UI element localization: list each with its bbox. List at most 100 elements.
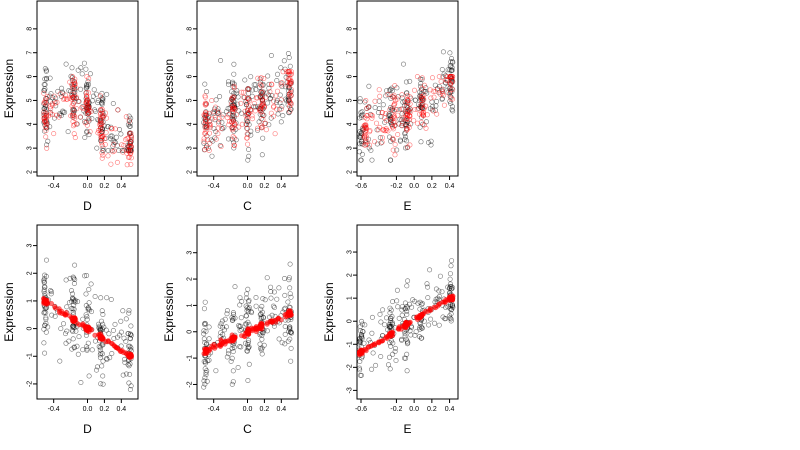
fitted-point (203, 110, 209, 116)
fitted-point (83, 93, 89, 99)
fitted-point (86, 108, 92, 114)
y-tick-label: 8 (27, 27, 34, 31)
observed-point (85, 79, 91, 85)
observed-point (213, 97, 219, 103)
observed-point (230, 115, 236, 121)
y-tick-label: 7 (27, 51, 34, 55)
observed-point (43, 320, 49, 326)
fitted-point (391, 107, 397, 113)
observed-point (378, 319, 384, 325)
observed-point (201, 328, 207, 334)
observed-point (428, 142, 434, 148)
fitted-point (211, 109, 217, 115)
observed-point (70, 336, 76, 342)
observed-point (248, 132, 254, 138)
observed-point (440, 314, 446, 320)
fitted-point (44, 145, 50, 151)
fitted-point (70, 74, 76, 80)
observed-point (125, 331, 131, 337)
observed-point (59, 85, 65, 91)
fitted-point (127, 151, 133, 157)
fitted-point (216, 115, 222, 121)
fitted-point (216, 109, 222, 115)
observed-point (401, 355, 407, 361)
observed-point (75, 351, 81, 357)
observed-point (83, 332, 89, 338)
observed-point (264, 328, 270, 334)
fitted-point (219, 114, 225, 120)
y-tick-label: 2 (27, 271, 34, 275)
observed-point (64, 304, 70, 310)
points-group (41, 257, 134, 392)
observed-point (359, 151, 365, 157)
fitted-point (383, 118, 389, 124)
observed-point (106, 331, 112, 337)
observed-point (66, 338, 72, 344)
y-tick-label: 5 (347, 98, 354, 102)
observed-point (204, 89, 210, 95)
fitted-point (271, 104, 277, 110)
fitted-point (260, 101, 266, 107)
fitted-point (231, 105, 237, 111)
observed-point (287, 285, 293, 291)
observed-point (224, 311, 230, 317)
x-axis-title: C (243, 422, 252, 436)
fitted-point (383, 111, 389, 117)
y-tick-label: 6 (347, 75, 354, 79)
fitted-point (206, 110, 212, 116)
observed-point (404, 283, 410, 289)
observed-point (259, 351, 265, 357)
observed-point (251, 104, 257, 110)
y-axis-title: Expression (162, 59, 176, 118)
observed-point (251, 82, 257, 88)
fitted-point (428, 95, 434, 101)
fitted-point (238, 100, 244, 106)
observed-point (268, 289, 274, 295)
observed-point (84, 272, 90, 278)
fitted-point (405, 100, 411, 106)
observed-point (93, 91, 99, 97)
observed-point (231, 145, 237, 151)
observed-point (201, 306, 207, 312)
observed-point (358, 110, 364, 116)
observed-point (288, 329, 294, 335)
observed-point (246, 306, 252, 312)
observed-point (80, 316, 86, 322)
observed-point (404, 351, 410, 357)
fitted-point (71, 79, 77, 85)
y-tick-label: 0 (27, 327, 34, 331)
observed-point (274, 71, 280, 77)
fitted-point (258, 125, 264, 131)
observed-point (75, 67, 81, 73)
observed-point (248, 128, 254, 134)
observed-point (71, 280, 77, 286)
observed-point (432, 320, 438, 326)
observed-point (253, 294, 259, 300)
y-tick-label: 3 (27, 244, 34, 248)
fitted-point (258, 90, 264, 96)
observed-point (104, 91, 110, 97)
fitted-point (234, 112, 240, 118)
fitted-point (396, 324, 402, 330)
fitted-point (240, 89, 246, 95)
observed-point (429, 99, 435, 105)
observed-point (449, 59, 455, 65)
fitted-point (278, 82, 284, 88)
fitted-point (368, 112, 374, 118)
fitted-point (403, 100, 409, 106)
observed-point (403, 79, 409, 85)
observed-point (387, 324, 393, 330)
observed-point (440, 49, 446, 55)
fitted-point (285, 76, 291, 82)
observed-point (225, 351, 231, 357)
fitted-point (99, 150, 105, 156)
fitted-point (106, 339, 112, 345)
fitted-point (51, 131, 57, 137)
observed-point (449, 67, 455, 73)
observed-point (378, 353, 384, 359)
fitted-point (105, 153, 111, 159)
fitted-point (257, 323, 263, 329)
fitted-point (280, 69, 286, 75)
observed-point (92, 293, 98, 299)
